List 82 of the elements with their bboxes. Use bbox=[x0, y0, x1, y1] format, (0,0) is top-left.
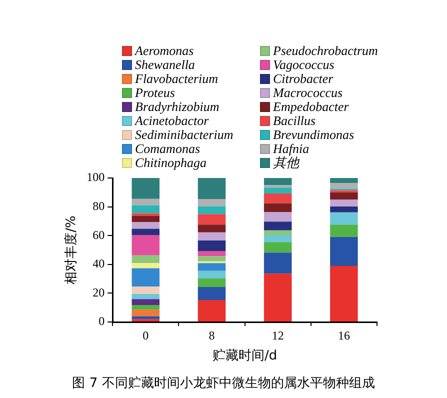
legend-label: Flavobacterium bbox=[135, 71, 218, 86]
legend-label: Acinetobactor bbox=[135, 113, 209, 128]
bar bbox=[264, 242, 292, 253]
bar bbox=[264, 194, 292, 204]
bar bbox=[330, 183, 358, 189]
y-tick-label: 80 bbox=[92, 198, 105, 213]
bar bbox=[132, 286, 160, 294]
bar bbox=[198, 251, 226, 256]
bar bbox=[132, 222, 160, 229]
bar bbox=[198, 224, 226, 232]
legend-label: Bradyrhizobium bbox=[135, 99, 220, 114]
bar bbox=[132, 178, 160, 199]
bar bbox=[264, 222, 292, 230]
bar bbox=[264, 178, 292, 186]
bar bbox=[132, 294, 160, 300]
bar bbox=[330, 224, 358, 237]
x-tick-label: 8 bbox=[208, 328, 215, 342]
bar bbox=[330, 206, 358, 212]
y-tick-label: 0 bbox=[98, 314, 105, 328]
legend-label: Citrobacter bbox=[273, 71, 334, 86]
legend-label: Proteus bbox=[135, 85, 175, 100]
y-axis-title: 相对丰度/% bbox=[63, 216, 80, 284]
bar bbox=[198, 256, 226, 262]
bar bbox=[198, 278, 226, 288]
y-tick-label: 60 bbox=[92, 228, 105, 242]
bar bbox=[330, 212, 358, 225]
legend-label: Hafnia bbox=[273, 141, 310, 156]
bar bbox=[330, 266, 358, 322]
bar bbox=[198, 214, 226, 225]
bar bbox=[198, 232, 226, 240]
bar bbox=[132, 305, 160, 310]
y-tick-label: 40 bbox=[92, 256, 105, 271]
bar bbox=[264, 203, 292, 212]
bar bbox=[330, 199, 358, 207]
legend-label: Brevundimonas bbox=[273, 127, 354, 142]
bar bbox=[132, 235, 160, 256]
bar bbox=[198, 263, 226, 271]
legend-label: Sediminibacterium bbox=[135, 127, 234, 142]
bar bbox=[198, 300, 226, 322]
bar bbox=[198, 206, 226, 214]
bar bbox=[132, 205, 160, 214]
bar bbox=[198, 240, 226, 252]
legend-label: Chitinophaga bbox=[135, 155, 207, 170]
x-tick-label: 16 bbox=[338, 328, 350, 342]
bar bbox=[198, 270, 226, 278]
legend-label: Vagococcus bbox=[273, 57, 334, 72]
bar bbox=[264, 252, 292, 274]
bar bbox=[264, 235, 292, 242]
bar bbox=[330, 236, 358, 266]
bar bbox=[264, 274, 292, 322]
bar bbox=[330, 192, 358, 200]
bar bbox=[132, 299, 160, 306]
bar bbox=[132, 198, 160, 206]
bar bbox=[132, 263, 160, 268]
bar bbox=[198, 178, 226, 200]
bar bbox=[132, 316, 160, 320]
legend-label: 其他 bbox=[273, 155, 299, 170]
legend-label: Empedobacter bbox=[273, 99, 349, 114]
legend-label: Pseudochrobactrum bbox=[273, 43, 378, 58]
bar bbox=[330, 178, 358, 184]
bar bbox=[132, 255, 160, 264]
legend-label: Shewanella bbox=[135, 57, 195, 72]
y-tick-label: 100 bbox=[86, 170, 105, 184]
x-axis-title: 贮藏时间/d bbox=[212, 348, 278, 364]
bar bbox=[264, 185, 292, 188]
legend-label: Aeromonas bbox=[135, 43, 194, 58]
bar bbox=[264, 188, 292, 194]
legend-label: Comamonas bbox=[135, 141, 200, 156]
bar bbox=[132, 216, 160, 222]
y-tick-label: 20 bbox=[92, 285, 105, 300]
legend-label: Macrococcus bbox=[273, 85, 343, 100]
bar bbox=[198, 287, 226, 300]
bar bbox=[198, 199, 226, 206]
legend-label: Bacillus bbox=[273, 113, 316, 128]
bar bbox=[132, 228, 160, 236]
bar bbox=[132, 268, 160, 287]
bar bbox=[264, 212, 292, 222]
x-tick-label: 12 bbox=[272, 328, 284, 342]
x-tick-label: 0 bbox=[142, 328, 149, 342]
bar bbox=[264, 230, 292, 236]
bar bbox=[132, 310, 160, 316]
caption: 图 7 不同贮藏时间小龙虾中微生物的属水平物种组成 bbox=[71, 375, 376, 392]
